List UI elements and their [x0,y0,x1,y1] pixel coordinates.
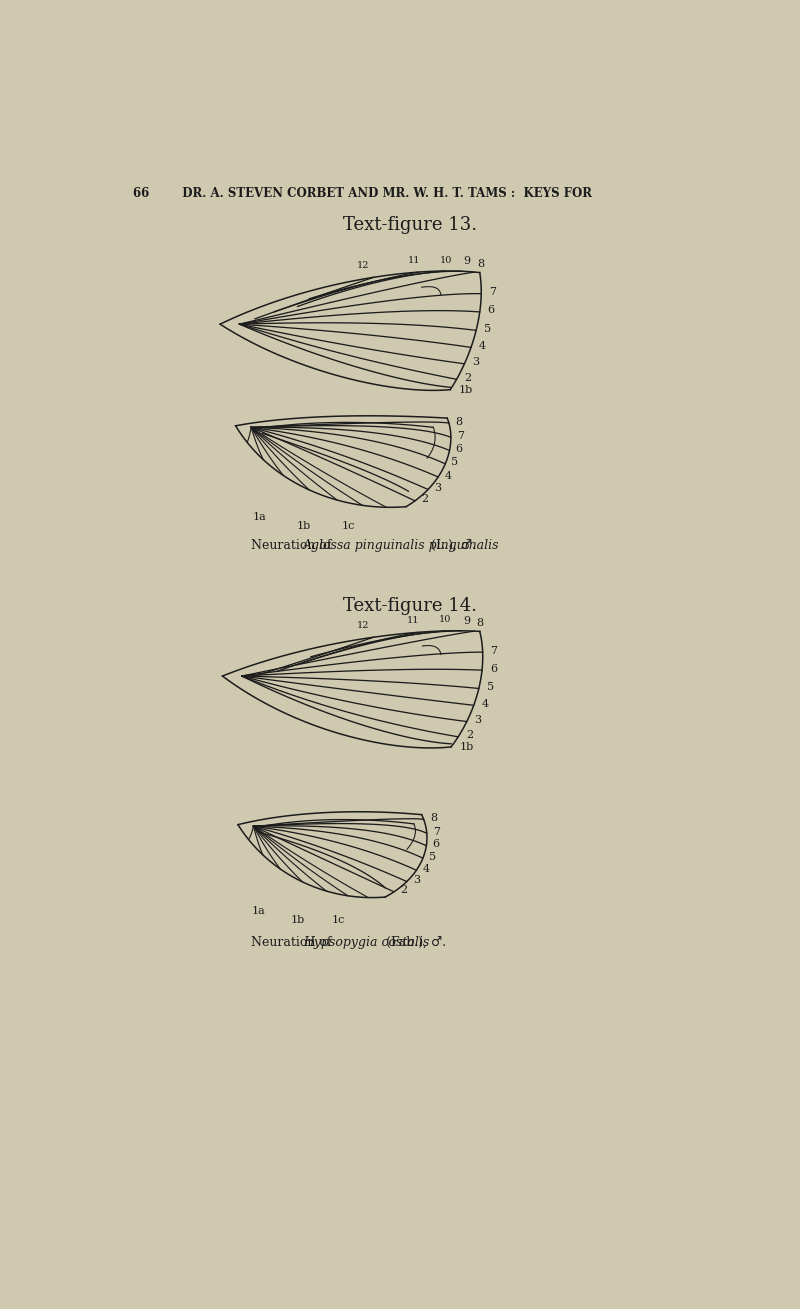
Text: 10: 10 [439,615,451,624]
Text: 2: 2 [466,730,473,741]
Text: 6: 6 [456,444,463,454]
Text: 3: 3 [474,715,482,725]
Text: 4: 4 [478,340,486,351]
Text: 5: 5 [486,682,494,692]
Text: Neuration of: Neuration of [251,539,336,552]
Text: 5: 5 [429,852,436,861]
Text: 10: 10 [439,255,452,264]
Text: 3: 3 [472,357,479,368]
Text: 9: 9 [463,615,470,626]
Text: 7: 7 [457,431,464,441]
Text: 4: 4 [444,470,451,480]
Text: 6: 6 [487,305,494,315]
Text: 7: 7 [490,645,498,656]
Text: 7: 7 [489,287,496,297]
Text: Text-figure 14.: Text-figure 14. [343,597,477,615]
Text: 1c: 1c [342,521,354,531]
Text: 2: 2 [421,495,428,504]
Text: 2: 2 [400,885,407,895]
Text: 8: 8 [430,813,437,823]
Text: 7: 7 [433,827,440,836]
Text: 1c: 1c [332,915,346,925]
Text: Text-figure 13.: Text-figure 13. [343,216,477,234]
Text: 1b: 1b [458,385,473,395]
Text: 1b: 1b [290,915,305,925]
Text: 9: 9 [463,257,470,266]
Text: 11: 11 [406,617,419,626]
Text: Hypsopygia costalis: Hypsopygia costalis [303,936,430,949]
Text: 8: 8 [477,618,484,628]
Text: Aglossa pinguinalis pinguinalis: Aglossa pinguinalis pinguinalis [303,539,499,552]
Text: (L.), ♂.: (L.), ♂. [427,539,476,552]
Text: 8: 8 [477,259,484,268]
Text: (Fab.), ♂.: (Fab.), ♂. [382,936,446,949]
Text: 11: 11 [407,255,420,264]
Text: 1b: 1b [459,742,474,753]
Text: 5: 5 [451,457,458,467]
Text: Neuration of: Neuration of [251,936,336,949]
Text: 4: 4 [482,699,489,709]
Text: 3: 3 [413,876,420,885]
Text: 3: 3 [434,483,442,493]
Text: 6: 6 [433,839,440,850]
Text: 1a: 1a [252,906,266,916]
Text: 4: 4 [422,864,430,873]
Text: 12: 12 [357,260,370,270]
Text: 12: 12 [356,620,369,630]
Text: 5: 5 [484,323,491,334]
Text: 6: 6 [490,664,497,674]
Text: 66        DR. A. STEVEN CORBET AND MR. W. H. T. TAMS :  KEYS FOR: 66 DR. A. STEVEN CORBET AND MR. W. H. T.… [133,187,591,200]
Text: 1b: 1b [297,521,311,531]
Text: 1a: 1a [253,512,266,522]
Text: 8: 8 [455,416,462,427]
Text: 2: 2 [464,373,471,382]
